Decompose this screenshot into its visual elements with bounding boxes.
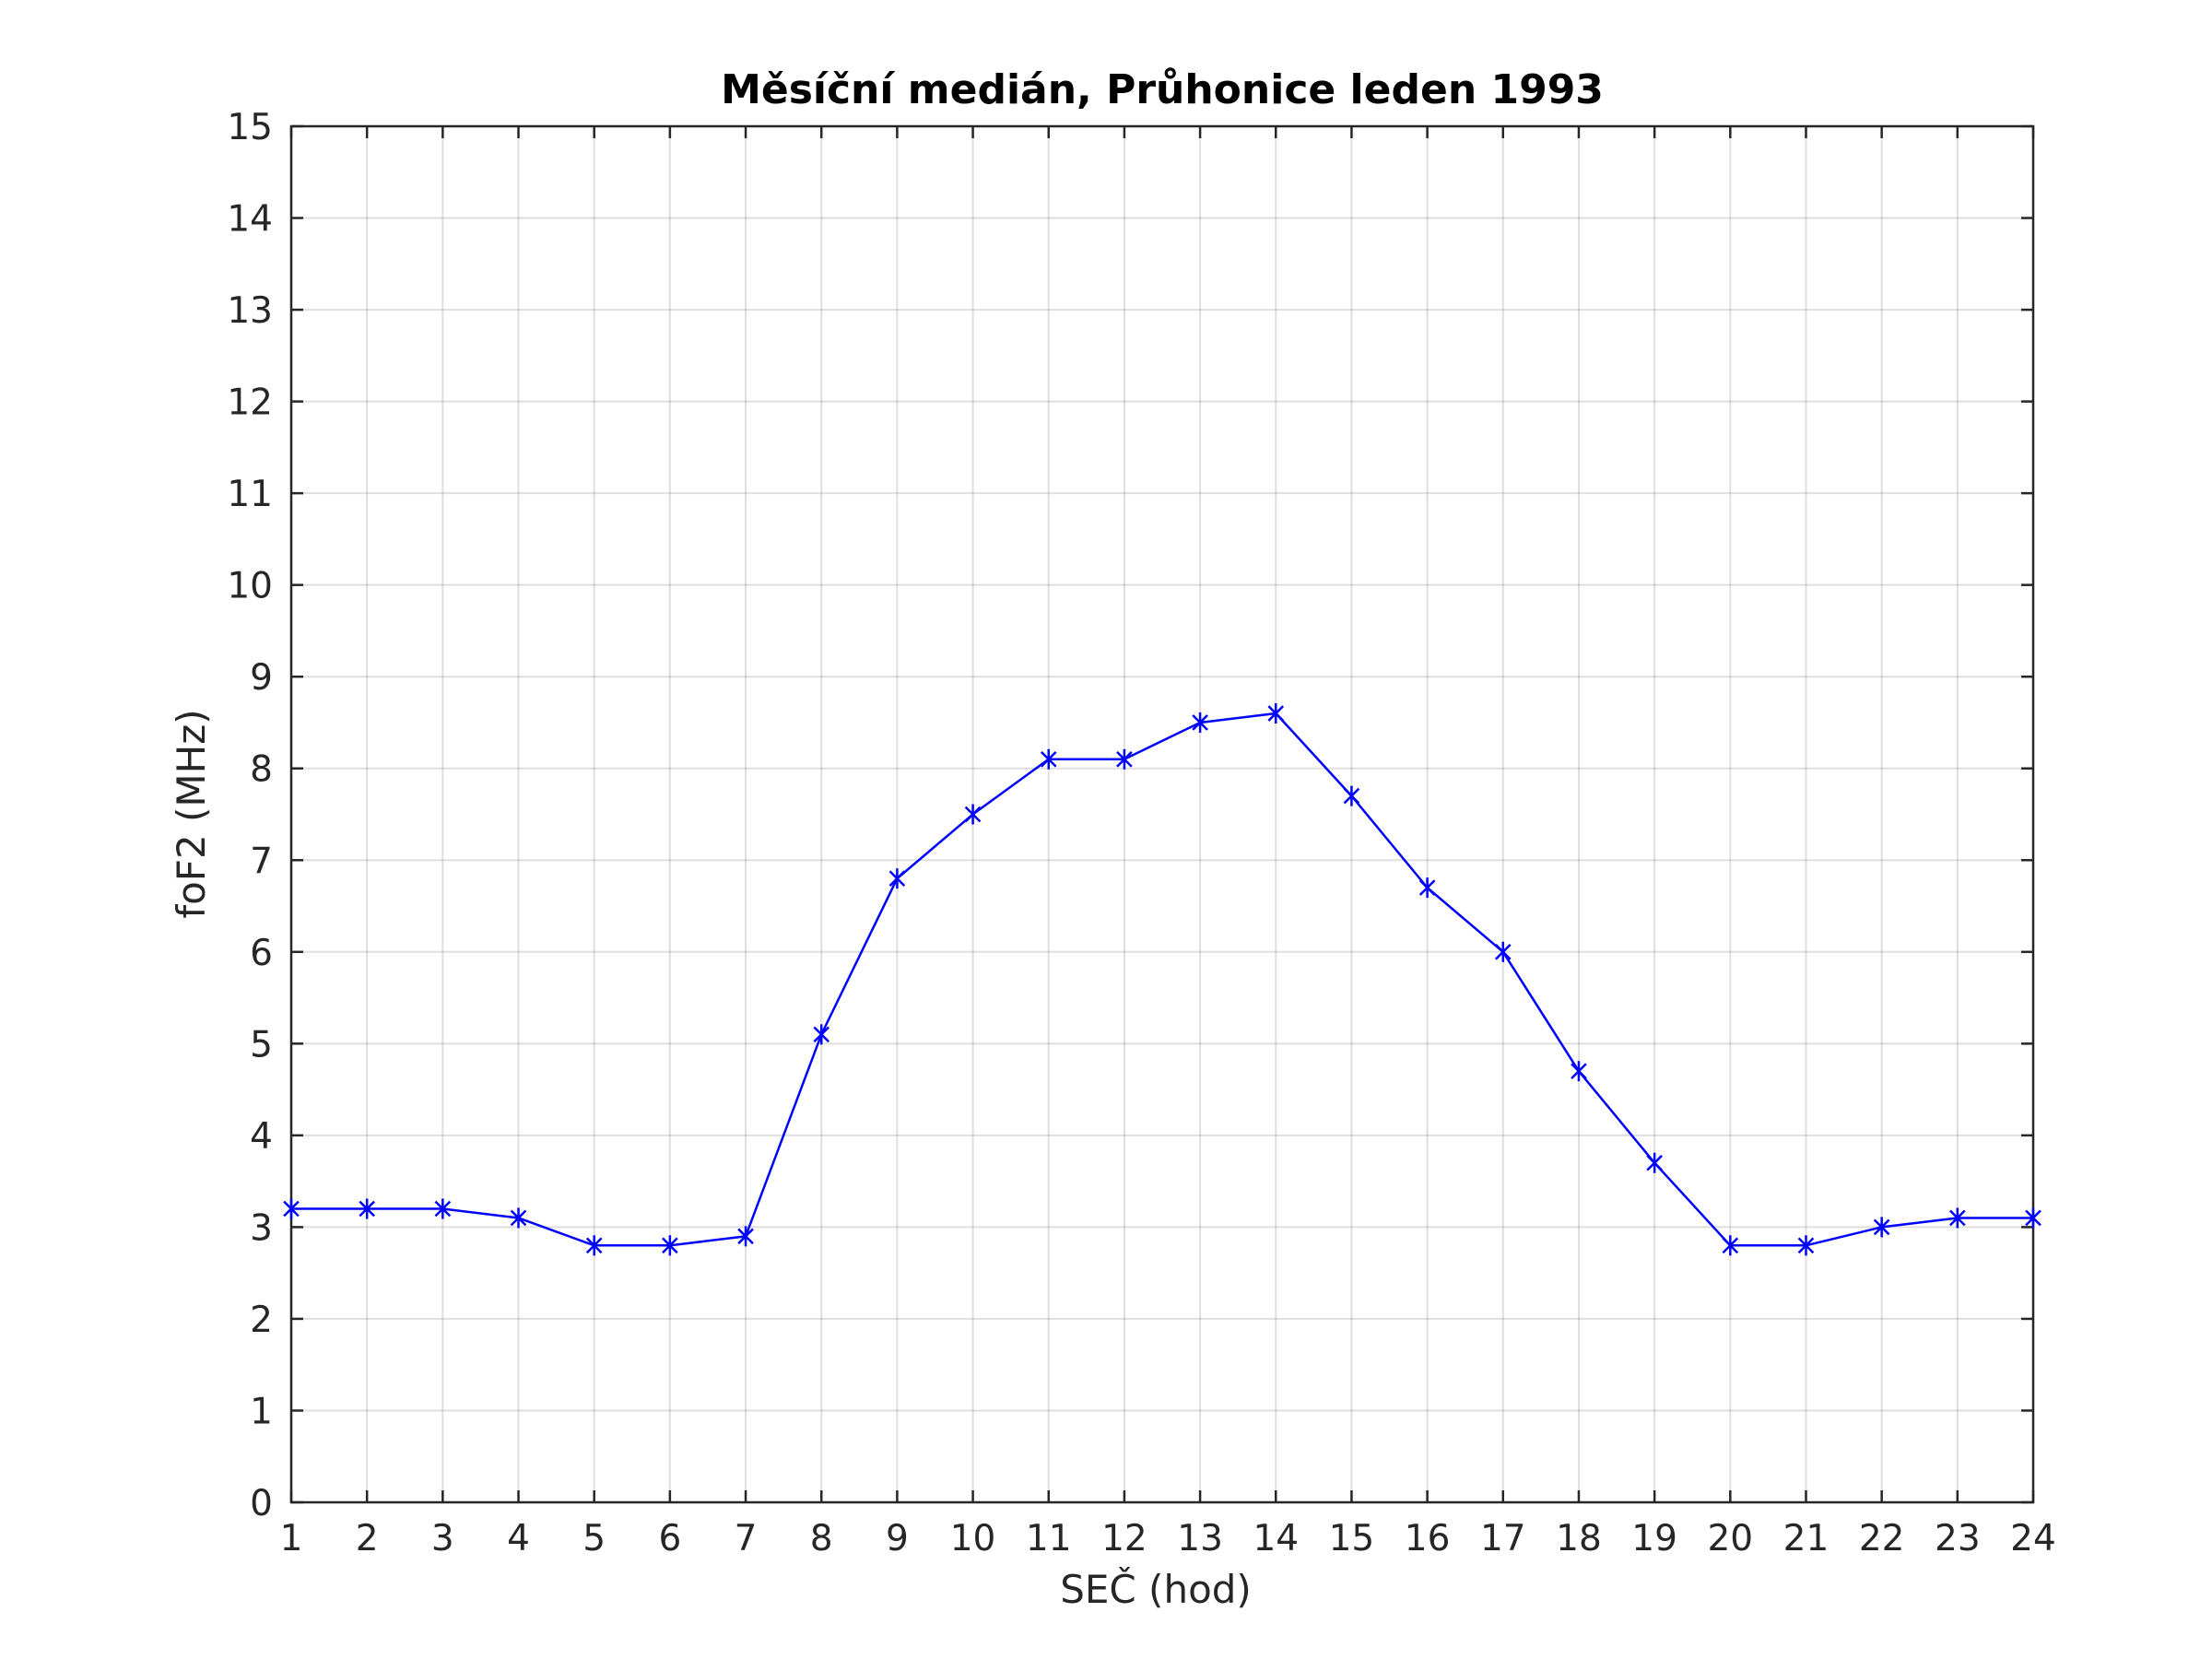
data-point xyxy=(585,1235,603,1256)
y-tick-label: 14 xyxy=(227,199,273,241)
data-point xyxy=(1949,1207,1966,1229)
data-point xyxy=(737,1226,754,1247)
x-tick-label: 15 xyxy=(1329,1518,1375,1559)
y-tick-label: 8 xyxy=(250,749,273,791)
x-tick-label: 19 xyxy=(1631,1518,1677,1559)
data-point xyxy=(1494,941,1512,962)
data-point xyxy=(2025,1207,2041,1229)
x-tick-label: 24 xyxy=(2010,1518,2056,1559)
y-tick-label: 11 xyxy=(227,474,273,515)
y-tick-label: 3 xyxy=(250,1207,273,1249)
x-tick-label: 22 xyxy=(1859,1518,1905,1559)
chart-title: Měsíční medián, Průhonice leden 1993 xyxy=(721,66,1604,113)
x-tick-label: 6 xyxy=(658,1518,681,1559)
series-layer xyxy=(283,703,2041,1256)
data-point xyxy=(813,1024,830,1045)
data-point xyxy=(283,1198,300,1219)
x-tick-label: 17 xyxy=(1480,1518,1526,1559)
ticks xyxy=(289,124,2035,1504)
x-tick-label: 23 xyxy=(1935,1518,1981,1559)
x-tick-label: 13 xyxy=(1177,1518,1223,1559)
x-tick-label: 20 xyxy=(1707,1518,1753,1559)
data-point xyxy=(359,1198,375,1219)
y-tick-label: 7 xyxy=(250,841,273,882)
data-point xyxy=(1418,877,1436,899)
x-tick-labels: 1 2 3 4 5 6 7 8 9 10 11 12 13 14 15 16 17 18 19 20 21 22 23 24 xyxy=(280,1518,2056,1559)
x-tick-label: 8 xyxy=(810,1518,833,1559)
x-axis-label: SEČ (hod) xyxy=(1060,1566,1252,1612)
y-tick-label: 15 xyxy=(227,107,273,148)
data-point xyxy=(1571,1061,1587,1082)
axes-box xyxy=(289,124,2035,1504)
data-point xyxy=(888,868,906,889)
y-tick-label: 5 xyxy=(250,1024,273,1065)
data-point xyxy=(1040,748,1057,770)
data-point xyxy=(662,1235,678,1256)
y-tick-label: 4 xyxy=(250,1116,273,1158)
x-tick-label: 16 xyxy=(1405,1518,1451,1559)
x-tick-label: 5 xyxy=(582,1518,606,1559)
y-tick-label: 10 xyxy=(227,566,273,607)
series-line xyxy=(291,712,2033,1247)
x-tick-label: 12 xyxy=(1101,1518,1147,1559)
x-tick-label: 18 xyxy=(1556,1518,1602,1559)
data-point xyxy=(1646,1152,1663,1173)
x-tick-label: 1 xyxy=(280,1518,303,1559)
data-point xyxy=(510,1207,527,1229)
data-point xyxy=(434,1198,452,1219)
y-tick-label: 0 xyxy=(250,1483,273,1524)
x-tick-label: 10 xyxy=(950,1518,996,1559)
data-point xyxy=(1267,703,1285,724)
x-tick-label: 11 xyxy=(1026,1518,1072,1559)
data-point xyxy=(1343,785,1360,806)
x-tick-label: 14 xyxy=(1253,1518,1299,1559)
data-point xyxy=(1116,748,1133,770)
y-tick-label: 1 xyxy=(250,1391,273,1432)
plot-area xyxy=(291,126,2033,1502)
y-tick-label: 9 xyxy=(250,657,273,699)
x-tick-label: 21 xyxy=(1783,1518,1830,1559)
x-tick-label: 4 xyxy=(507,1518,530,1559)
data-point xyxy=(1797,1235,1815,1256)
x-tick-label: 9 xyxy=(886,1518,909,1559)
y-axis-label: foF2 (MHz) xyxy=(169,709,214,918)
y-tick-label: 6 xyxy=(250,933,273,974)
x-tick-label: 2 xyxy=(356,1518,379,1559)
data-point xyxy=(1722,1235,1739,1256)
data-point xyxy=(1873,1217,1890,1238)
x-tick-label: 3 xyxy=(431,1518,454,1559)
y-tick-label: 13 xyxy=(227,290,273,332)
y-tick-label: 12 xyxy=(227,382,273,424)
data-point xyxy=(964,804,982,825)
data-point xyxy=(1192,712,1208,733)
y-tick-label: 2 xyxy=(250,1300,273,1341)
x-tick-label: 7 xyxy=(735,1518,758,1559)
